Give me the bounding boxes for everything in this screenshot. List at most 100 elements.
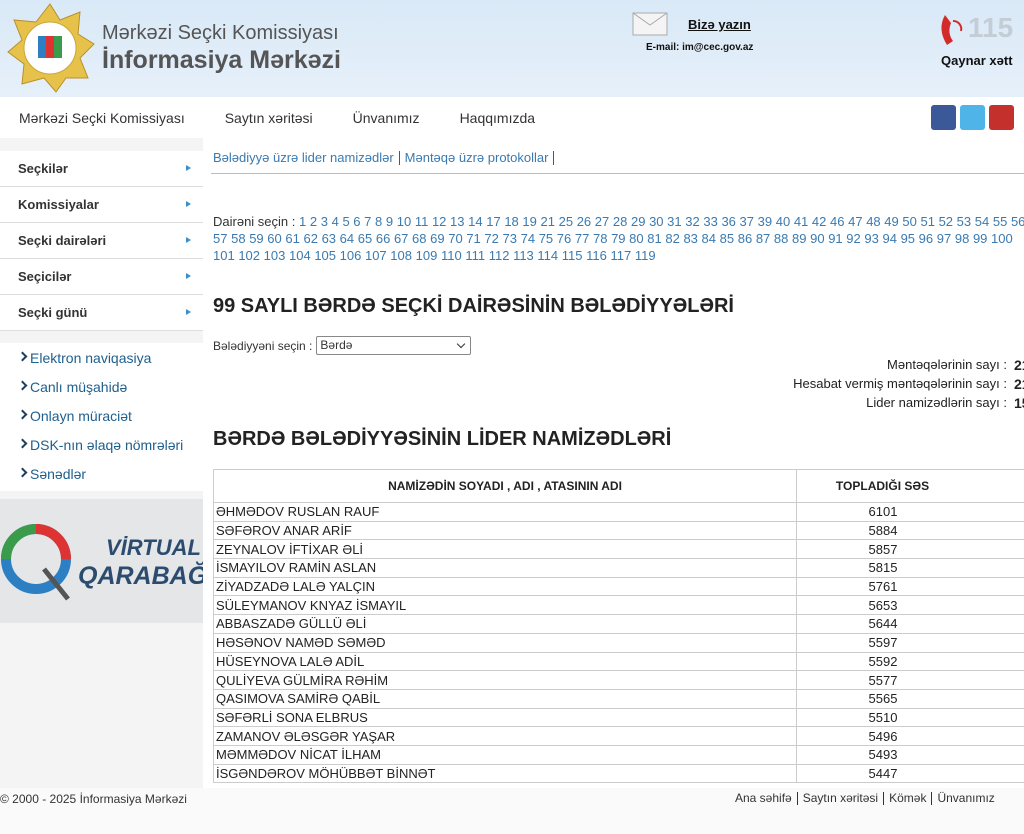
district-link[interactable]: 28 xyxy=(612,214,628,229)
district-link[interactable]: 101 xyxy=(213,248,235,263)
district-link[interactable]: 59 xyxy=(249,231,264,246)
district-link[interactable]: 73 xyxy=(502,231,517,246)
side-link-text[interactable]: DSK-nın əlaqə nömrələri xyxy=(30,436,184,453)
district-link[interactable]: 79 xyxy=(611,231,626,246)
nav-link[interactable]: Saytın xəritəsi xyxy=(224,109,313,126)
nav-link[interactable]: Haqqımızda xyxy=(459,109,536,126)
district-link[interactable]: 30 xyxy=(649,214,664,229)
district-link[interactable]: 86 xyxy=(737,231,753,246)
district-link[interactable]: 50 xyxy=(902,214,917,229)
side-link[interactable]: Onlayn müraciət xyxy=(0,401,203,430)
district-link[interactable]: 3 xyxy=(320,214,328,229)
district-link[interactable]: 99 xyxy=(972,231,988,246)
district-link[interactable]: 10 xyxy=(396,214,412,229)
district-link[interactable]: 65 xyxy=(357,231,373,246)
side-link-text[interactable]: Elektron naviqasiya xyxy=(30,349,152,366)
district-link[interactable]: 63 xyxy=(321,231,337,246)
mail-icon[interactable] xyxy=(632,12,668,36)
district-link[interactable]: 115 xyxy=(561,248,583,263)
side-link[interactable]: Sənədlər xyxy=(0,459,203,488)
district-link[interactable]: 85 xyxy=(719,231,735,246)
district-link[interactable]: 71 xyxy=(466,231,481,246)
district-link[interactable]: 106 xyxy=(339,248,362,263)
hotline-number[interactable]: 115 xyxy=(968,12,1014,43)
menu-item[interactable]: Seçkilər xyxy=(0,151,203,187)
district-link[interactable]: 102 xyxy=(238,248,261,263)
district-link[interactable]: 97 xyxy=(936,231,952,246)
district-link[interactable]: 56 xyxy=(1010,214,1024,229)
district-link[interactable]: 119 xyxy=(634,248,656,263)
district-link[interactable]: 4 xyxy=(331,214,339,229)
district-link[interactable]: 55 xyxy=(992,214,1008,229)
district-link[interactable]: 32 xyxy=(685,214,700,229)
district-link[interactable]: 60 xyxy=(267,231,282,246)
district-link[interactable]: 74 xyxy=(520,231,536,246)
district-link[interactable]: 78 xyxy=(592,231,608,246)
menu-item[interactable]: Seçki dairələri xyxy=(0,223,203,259)
nav-link[interactable]: Mərkəzi Seçki Komissiyası xyxy=(19,109,185,126)
district-link[interactable]: 88 xyxy=(773,231,789,246)
district-link[interactable]: 112 xyxy=(488,248,510,263)
district-link[interactable]: 107 xyxy=(364,248,387,263)
district-link[interactable]: 40 xyxy=(775,214,791,229)
district-link[interactable]: 5 xyxy=(342,214,350,229)
district-link[interactable]: 41 xyxy=(793,214,809,229)
district-link[interactable]: 84 xyxy=(701,231,716,246)
side-link-text[interactable]: Onlayn müraciət xyxy=(30,407,132,424)
district-link[interactable]: 61 xyxy=(285,231,300,246)
menu-item[interactable]: Komissiyalar xyxy=(0,187,203,223)
district-link[interactable]: 94 xyxy=(882,231,897,246)
district-link[interactable]: 14 xyxy=(468,214,483,229)
district-link[interactable]: 98 xyxy=(954,231,970,246)
district-link[interactable]: 19 xyxy=(522,214,537,229)
tab[interactable]: Bələdiyyə üzrə lider namizədlər xyxy=(213,151,400,165)
footer-link[interactable]: Ana səhifə xyxy=(735,791,792,805)
district-link[interactable]: 49 xyxy=(884,214,899,229)
district-link[interactable]: 89 xyxy=(792,231,807,246)
district-link[interactable]: 6 xyxy=(353,214,361,229)
side-link[interactable]: Canlı müşahidə xyxy=(0,372,203,401)
district-link[interactable]: 100 xyxy=(991,231,1013,246)
district-link[interactable]: 117 xyxy=(610,248,632,263)
district-link[interactable]: 75 xyxy=(538,231,554,246)
district-link[interactable]: 51 xyxy=(920,214,935,229)
district-link[interactable]: 47 xyxy=(848,214,863,229)
side-link-text[interactable]: Canlı müşahidə xyxy=(30,378,128,395)
district-link[interactable]: 67 xyxy=(393,231,409,246)
district-link[interactable]: 80 xyxy=(629,231,644,246)
district-link[interactable]: 93 xyxy=(864,231,879,246)
district-link[interactable]: 11 xyxy=(414,214,429,229)
nav-link[interactable]: Ünvanımız xyxy=(352,109,420,126)
district-link[interactable]: 111 xyxy=(465,248,486,263)
district-link[interactable]: 57 xyxy=(213,231,228,246)
district-link[interactable]: 7 xyxy=(364,214,372,229)
contact-link[interactable]: Bizə yazın xyxy=(688,17,751,32)
footer-link[interactable]: Ünvanımız xyxy=(931,792,999,805)
side-link[interactable]: DSK-nın əlaqə nömrələri xyxy=(0,430,203,459)
district-link[interactable]: 70 xyxy=(448,231,463,246)
footer-link[interactable]: Saytın xəritəsi xyxy=(796,792,883,805)
twitter-icon[interactable] xyxy=(960,105,985,130)
district-link[interactable]: 58 xyxy=(231,231,246,246)
district-link[interactable]: 48 xyxy=(866,214,881,229)
district-link[interactable]: 83 xyxy=(683,231,698,246)
district-link[interactable]: 1 xyxy=(299,214,307,229)
district-link[interactable]: 66 xyxy=(375,231,391,246)
district-link[interactable]: 33 xyxy=(703,214,718,229)
menu-item[interactable]: Seçki günü xyxy=(0,295,203,331)
district-link[interactable]: 113 xyxy=(513,248,534,263)
district-link[interactable]: 108 xyxy=(390,248,412,263)
district-link[interactable]: 29 xyxy=(630,214,646,229)
district-link[interactable]: 82 xyxy=(665,231,680,246)
district-link[interactable]: 96 xyxy=(918,231,934,246)
district-link[interactable]: 54 xyxy=(974,214,990,229)
side-link[interactable]: Elektron naviqasiya xyxy=(0,343,203,372)
facebook-icon[interactable] xyxy=(931,105,956,130)
district-link[interactable]: 109 xyxy=(415,248,438,263)
district-link[interactable]: 25 xyxy=(558,214,574,229)
district-link[interactable]: 103 xyxy=(263,248,286,263)
district-link[interactable]: 104 xyxy=(288,248,311,263)
side-link-text[interactable]: Sənədlər xyxy=(30,465,87,482)
district-link[interactable]: 53 xyxy=(956,214,972,229)
district-link[interactable]: 64 xyxy=(339,231,355,246)
